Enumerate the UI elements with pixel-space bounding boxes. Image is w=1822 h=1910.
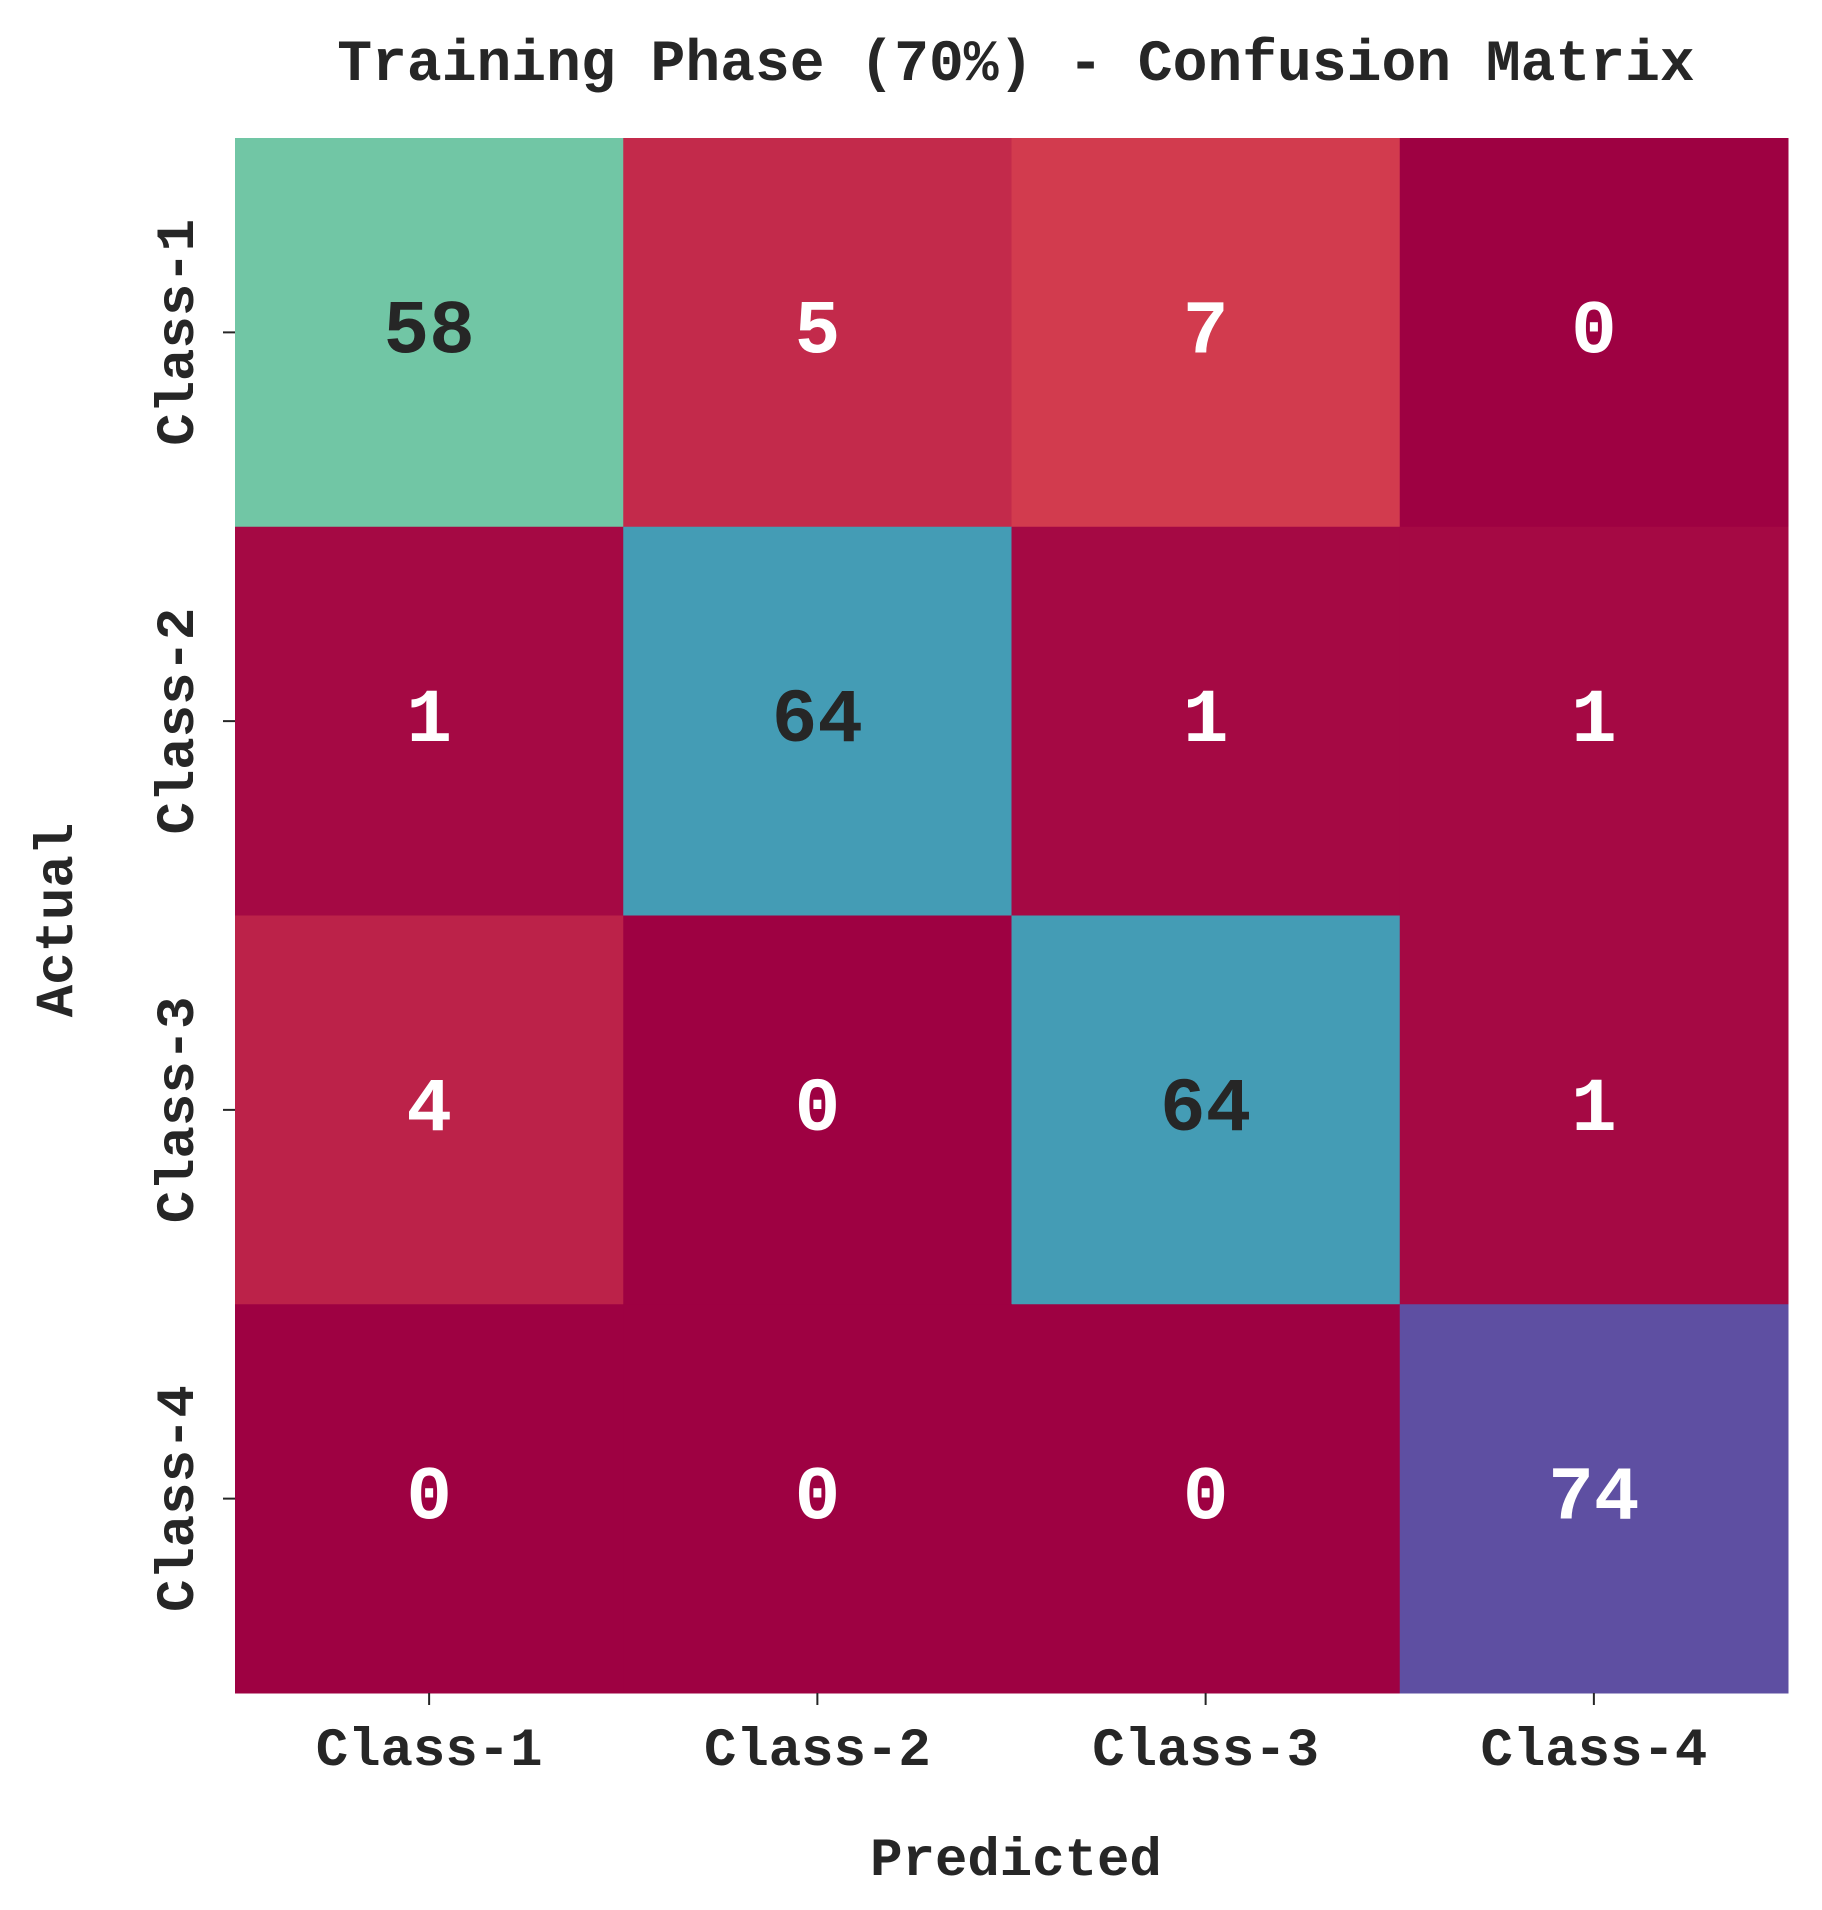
cell-value-r1-c4: 0: [1571, 289, 1617, 375]
x-axis-ticks: Class-1 Class-2 Class-3 Class-4: [316, 1693, 1707, 1782]
cell-value-r3-c1: 4: [406, 1067, 452, 1153]
heatmap-cell-r2-c2: [623, 526, 1012, 916]
heatmap-cell-r2-c4: [1399, 526, 1789, 916]
cell-value-r2-c4: 1: [1571, 678, 1617, 764]
cell-value-r3-c2: 0: [795, 1067, 841, 1153]
y-tick-label-1: Class-1: [149, 219, 210, 446]
cell-value-r3-c4: 1: [1571, 1067, 1617, 1153]
x-tick-label-3: Class-3: [1092, 1721, 1319, 1782]
heatmap-cell-r3-c4: [1399, 915, 1789, 1305]
heatmap-cell-r2-c3: [1011, 526, 1401, 916]
heatmap-cell-r3-c3: [1011, 915, 1401, 1305]
heatmap-cell-r3-c1: [235, 915, 624, 1305]
heatmap-cell-r2-c1: [235, 526, 624, 916]
heatmap-cell-r4-c2: [623, 1304, 1012, 1694]
heatmap-cell-r1-c1: [235, 138, 624, 528]
heatmap-cell-r3-c2: [623, 915, 1012, 1305]
y-axis-ticks: Class-1 Class-2 Class-3 Class-4: [149, 219, 235, 1612]
cell-value-r1-c2: 5: [795, 289, 841, 375]
x-axis-label: Predicted: [870, 1831, 1162, 1892]
heatmap-cell-r4-c3: [1011, 1304, 1401, 1694]
cell-value-r4-c3: 0: [1183, 1456, 1229, 1542]
cell-value-r2-c3: 1: [1183, 678, 1229, 764]
heatmap-cell-r1-c3: [1011, 138, 1401, 528]
heatmap-cell-r4-c4: [1399, 1304, 1789, 1694]
cell-value-r1-c1: 58: [384, 289, 475, 375]
heatmap-cell-r1-c4: [1399, 138, 1789, 528]
cell-value-r2-c1: 1: [406, 678, 452, 764]
heatmap-cell-r4-c1: [235, 1304, 624, 1694]
cell-value-r3-c3: 64: [1160, 1067, 1251, 1153]
cell-value-r4-c2: 0: [795, 1456, 841, 1542]
x-tick-label-2: Class-2: [704, 1721, 931, 1782]
chart-title: Training Phase (70%) - Confusion Matrix: [337, 33, 1694, 98]
cell-value-r2-c2: 64: [772, 678, 863, 764]
heatmap-cells: [235, 138, 1789, 1694]
cell-value-r4-c1: 0: [406, 1456, 452, 1542]
cell-value-r1-c3: 7: [1183, 289, 1229, 375]
y-tick-label-4: Class-4: [149, 1385, 210, 1612]
heatmap-cell-r1-c2: [623, 138, 1012, 528]
y-tick-label-2: Class-2: [149, 608, 210, 835]
y-tick-label-3: Class-3: [149, 996, 210, 1223]
x-tick-label-1: Class-1: [316, 1721, 543, 1782]
heatmap-cell-labels: 58 5 7 0 1 64 1 1 4 0 64 1 0 0 0 74: [384, 289, 1640, 1541]
y-axis-label: Actual: [28, 823, 89, 1017]
cell-value-r4-c4: 74: [1548, 1456, 1639, 1542]
x-tick-label-4: Class-4: [1480, 1721, 1707, 1782]
